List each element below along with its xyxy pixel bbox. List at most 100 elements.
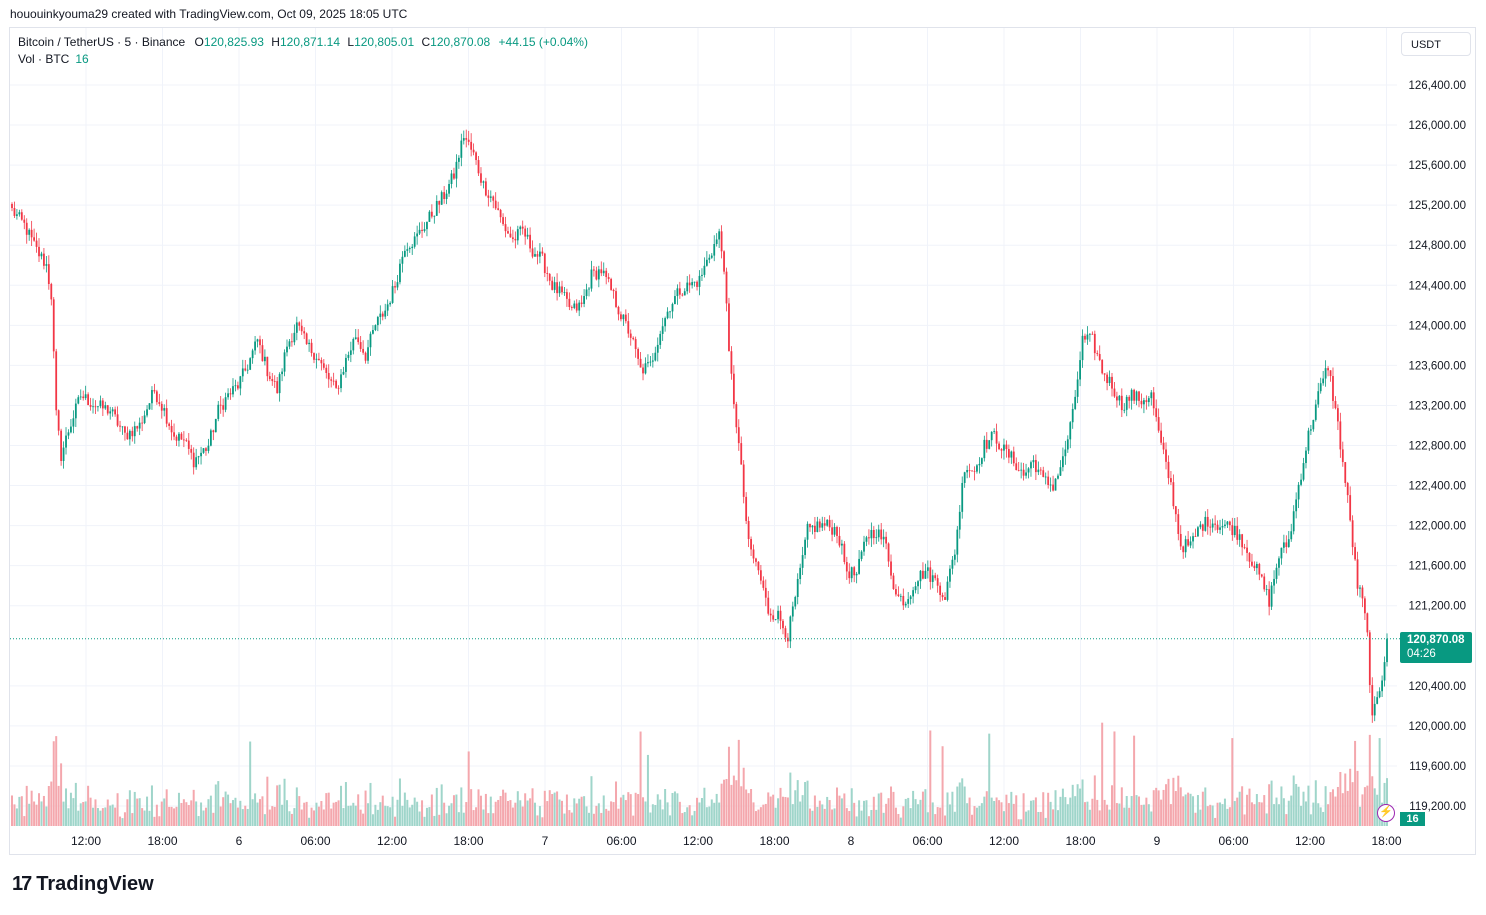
volume-bar: [180, 802, 183, 826]
candle-body: [774, 619, 777, 621]
volume-bar: [92, 807, 95, 826]
candle-body: [131, 430, 134, 437]
candle-body: [70, 426, 72, 433]
volume-bar: [963, 786, 966, 826]
volume-bar: [163, 798, 166, 826]
candle-body: [293, 332, 296, 343]
volume-bar: [745, 789, 748, 826]
volume-bar: [79, 803, 82, 826]
volume-bar: [443, 802, 446, 826]
volume-bar: [794, 790, 797, 826]
volume-bar: [848, 811, 851, 826]
candle-body: [1226, 521, 1229, 525]
volume-bar: [143, 810, 146, 826]
volume-bar: [649, 812, 652, 826]
candle-body: [433, 215, 436, 217]
volume-bar: [131, 813, 134, 826]
candle-body: [416, 233, 419, 237]
currency-button[interactable]: USDT: [1401, 32, 1471, 56]
volume-bar: [114, 807, 117, 826]
candle-body: [806, 523, 809, 540]
candle-body: [155, 391, 158, 403]
volume-bar: [723, 779, 726, 826]
volume-bar: [624, 800, 627, 826]
candle-body: [728, 303, 730, 352]
volume-bar: [622, 794, 625, 826]
lightning-icon[interactable]: ⚡: [1377, 804, 1395, 822]
candle-body: [1096, 353, 1099, 355]
volume-bar: [320, 800, 323, 826]
candle-body: [556, 282, 558, 294]
candle-body: [241, 368, 244, 377]
volume-bar: [831, 809, 834, 826]
volume-bar: [887, 798, 890, 826]
volume-bar: [661, 809, 664, 826]
candle-body: [799, 567, 802, 580]
candle-body: [642, 367, 644, 374]
volume-bar: [1216, 802, 1219, 826]
candle-body: [445, 193, 448, 200]
volume-bar: [123, 812, 126, 826]
candle-body: [1236, 525, 1239, 540]
volume-bar: [1101, 722, 1104, 826]
tradingview-logo[interactable]: 17 TradingView: [12, 873, 154, 896]
candle-body: [504, 224, 507, 232]
candle-body: [1199, 524, 1202, 528]
volume-bar: [1162, 789, 1165, 826]
volume-bar: [998, 800, 1001, 826]
candle-body: [217, 404, 220, 419]
candle-body: [541, 251, 544, 254]
volume-bar: [286, 800, 288, 826]
candle-body: [43, 253, 45, 266]
candle-body: [345, 357, 347, 372]
candle-body: [580, 302, 583, 304]
volume-bar: [529, 798, 532, 826]
candle-body: [654, 352, 657, 361]
volume-bar: [374, 804, 377, 826]
volume-bar: [371, 814, 374, 826]
volume-bar: [1017, 819, 1020, 826]
candle-body: [713, 243, 716, 256]
high-label: H: [271, 35, 280, 49]
candle-body: [1160, 430, 1163, 443]
volume-label: Vol · BTC: [18, 52, 70, 66]
volume-bar: [430, 794, 433, 826]
volume-bar: [551, 794, 554, 826]
volume-bar: [1049, 801, 1052, 826]
volume-bar: [1064, 797, 1067, 826]
low-label: L: [347, 35, 355, 49]
volume-bar: [612, 802, 615, 826]
candle-body: [1314, 404, 1317, 420]
volume-bar: [52, 741, 55, 826]
candle-body: [1251, 561, 1253, 566]
volume-bar: [1300, 805, 1303, 826]
candle-body: [796, 579, 799, 597]
volume-bar: [74, 782, 77, 826]
candle-body: [1162, 442, 1165, 450]
volume-bar: [1339, 771, 1342, 826]
candle-body: [460, 140, 463, 158]
volume-bar: [1167, 778, 1170, 826]
candle-body: [381, 313, 384, 317]
candle-body: [1224, 524, 1226, 527]
candle-body: [1187, 539, 1190, 546]
volume-bar: [646, 754, 649, 826]
candle-body: [1123, 409, 1126, 411]
volume-bar: [268, 809, 271, 826]
candle-body: [683, 291, 686, 296]
candle-body: [1125, 396, 1128, 410]
volume-bar: [1309, 814, 1312, 826]
volume-bar: [38, 793, 41, 826]
volume-bar: [983, 796, 986, 826]
volume-bar: [737, 739, 740, 826]
candle-body: [1061, 456, 1064, 468]
volume-bar: [239, 800, 242, 826]
price-tick-label: 123,200.00: [1408, 400, 1466, 412]
volume-bar: [101, 808, 104, 826]
candle-body: [1074, 396, 1077, 409]
volume-bar: [1054, 790, 1057, 826]
candle-body: [892, 575, 895, 590]
candle-body: [1292, 511, 1295, 532]
volume-bar: [42, 795, 45, 826]
